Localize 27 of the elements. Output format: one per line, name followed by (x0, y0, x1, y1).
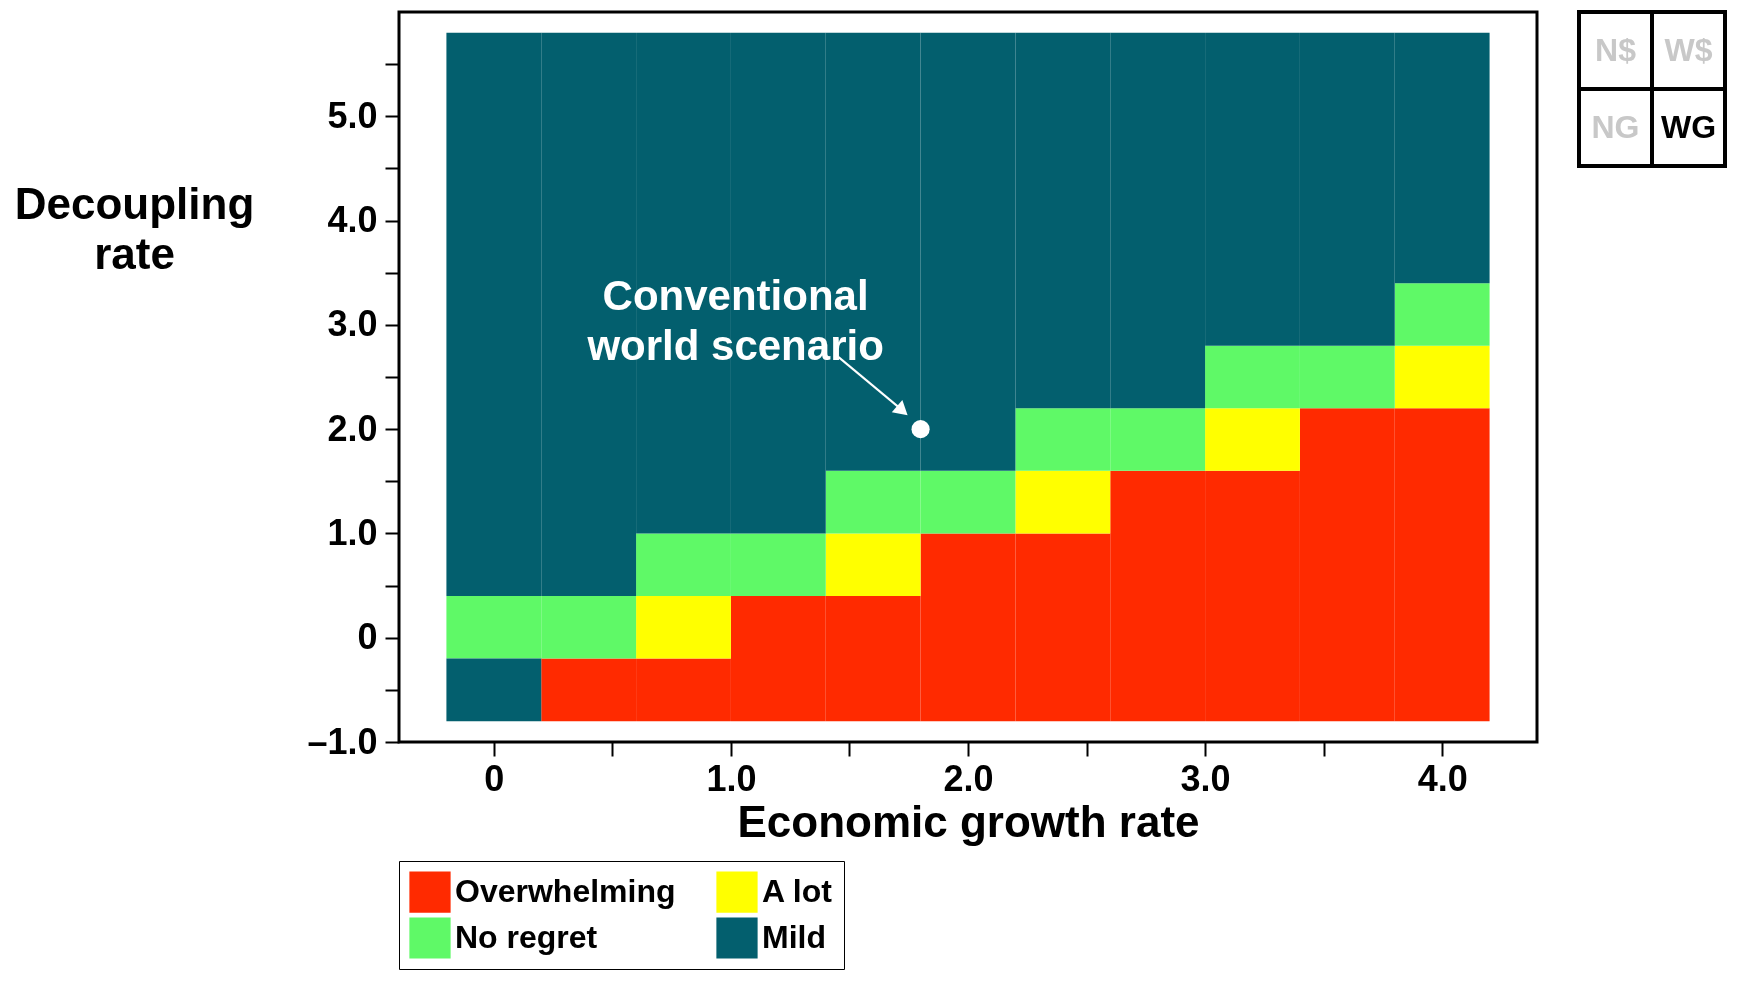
legend-label: No regret (455, 919, 598, 955)
legend-label: A lot (762, 873, 833, 910)
x-tick-label: 4.0 (1417, 757, 1468, 799)
x-axis-title: Economic growth rate (737, 796, 1200, 846)
x-tick-label: 0 (484, 757, 505, 799)
y-tick-label: –1.0 (307, 720, 378, 762)
y-tick-label: 0 (357, 616, 378, 658)
x-tick-label: 3.0 (1180, 757, 1231, 799)
bar (1394, 283, 1490, 346)
bar (1015, 470, 1111, 534)
bar (1205, 408, 1300, 471)
bar (636, 596, 731, 659)
y-axis-title: Decoupling rate (14, 178, 255, 278)
y-tick-label: 3.0 (327, 303, 378, 345)
x-tick-label: 2.0 (943, 757, 994, 799)
annotation: Conventional world scenario (586, 272, 884, 370)
bar (825, 533, 921, 596)
y-tick-label: 1.0 (327, 511, 378, 553)
y-tick-label: 5.0 (327, 94, 378, 136)
y-tick-label: 4.0 (327, 199, 378, 241)
bar (446, 658, 542, 722)
x-tick-label: 1.0 (706, 757, 757, 799)
legend-label: Overwhelming (455, 873, 676, 910)
legend-label: WG (1660, 108, 1717, 145)
y-tick-label: 2.0 (327, 407, 378, 449)
legend-label: Mild (762, 919, 826, 955)
bar (1394, 345, 1490, 409)
